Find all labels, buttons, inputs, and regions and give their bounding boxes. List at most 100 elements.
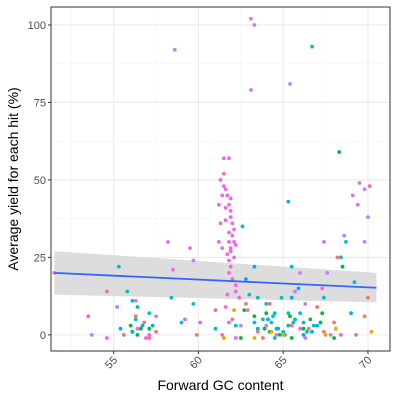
data-point — [261, 317, 265, 321]
data-point — [229, 215, 233, 219]
data-point — [234, 324, 238, 328]
data-point — [244, 302, 248, 306]
data-point — [151, 324, 155, 328]
data-point — [225, 252, 229, 256]
data-point — [302, 333, 306, 337]
data-point — [266, 317, 270, 321]
data-point — [319, 321, 323, 325]
data-point — [227, 156, 231, 160]
data-point — [147, 336, 151, 340]
data-point — [147, 311, 151, 315]
data-point — [297, 287, 301, 291]
data-point — [344, 240, 348, 244]
data-point — [134, 299, 138, 303]
data-point — [290, 336, 294, 340]
data-point — [229, 265, 233, 269]
data-point — [136, 305, 140, 309]
data-point — [302, 321, 306, 325]
data-point — [303, 302, 307, 306]
data-point — [232, 228, 236, 232]
data-point — [198, 321, 202, 325]
data-point — [166, 240, 170, 244]
data-point — [302, 327, 306, 331]
data-point — [249, 17, 253, 21]
data-point — [246, 308, 250, 312]
data-point — [247, 293, 251, 297]
data-point — [307, 327, 311, 331]
data-point — [322, 240, 326, 244]
data-point — [268, 302, 272, 306]
data-point — [234, 336, 238, 340]
data-point — [322, 296, 326, 300]
data-point — [256, 327, 260, 331]
data-point — [334, 327, 338, 331]
data-point — [264, 311, 268, 315]
data-point — [358, 181, 362, 185]
data-point — [366, 215, 370, 219]
data-point — [320, 311, 324, 315]
data-point — [105, 336, 109, 340]
data-point — [130, 330, 134, 334]
data-point — [141, 324, 145, 328]
data-point — [273, 336, 277, 340]
data-point — [325, 271, 329, 275]
data-point — [253, 23, 257, 27]
data-point — [369, 330, 373, 334]
data-point — [220, 246, 224, 250]
data-point — [349, 311, 353, 315]
data-point — [253, 314, 257, 318]
data-point — [220, 194, 224, 198]
data-point — [136, 327, 140, 331]
data-point — [249, 88, 253, 92]
data-point — [224, 218, 228, 222]
data-point — [241, 225, 245, 229]
data-point — [227, 203, 231, 207]
data-point — [222, 156, 226, 160]
data-point — [134, 314, 138, 318]
data-point — [129, 324, 133, 328]
data-point — [222, 184, 226, 188]
data-point — [230, 317, 234, 321]
data-point — [288, 82, 292, 86]
data-point — [217, 203, 221, 207]
data-point — [261, 336, 265, 340]
data-point — [290, 265, 294, 269]
data-point — [276, 327, 280, 331]
data-point — [269, 321, 273, 325]
data-point — [363, 314, 367, 318]
data-point — [341, 265, 345, 269]
data-point — [286, 324, 290, 328]
data-point — [227, 240, 231, 244]
data-point — [320, 287, 324, 291]
data-point — [219, 178, 223, 182]
data-point — [130, 299, 134, 303]
data-point — [125, 290, 129, 294]
data-point — [188, 246, 192, 250]
x-axis-title: Forward GC content — [157, 377, 283, 393]
data-point — [242, 308, 246, 312]
data-point — [117, 265, 121, 269]
data-point — [324, 333, 328, 337]
data-point — [122, 333, 126, 337]
data-point — [90, 333, 94, 337]
data-point — [173, 48, 177, 52]
data-point — [154, 330, 158, 334]
data-point — [310, 45, 314, 49]
data-point — [253, 336, 257, 340]
data-point — [351, 194, 355, 198]
data-point — [298, 327, 302, 331]
data-point — [353, 280, 357, 284]
data-point — [230, 234, 234, 238]
data-point — [278, 333, 282, 337]
data-point — [227, 321, 231, 325]
data-point — [280, 296, 284, 300]
data-point — [234, 283, 238, 287]
data-point — [298, 311, 302, 315]
y-tick-label: 25 — [34, 252, 46, 264]
y-tick-label: 50 — [34, 175, 46, 187]
y-tick-label: 75 — [34, 97, 46, 109]
data-point — [253, 265, 257, 269]
data-point — [363, 240, 367, 244]
